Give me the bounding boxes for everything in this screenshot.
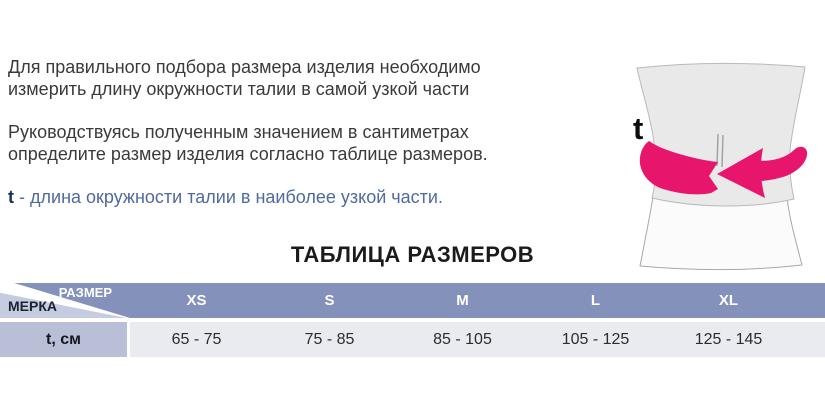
hips-shape <box>639 196 803 271</box>
value-s: 75 - 85 <box>263 322 396 357</box>
value-l: 105 - 125 <box>529 322 662 357</box>
cell-gap <box>127 322 130 357</box>
size-table-header-row: РАЗМЕР МЕРКА XS S M L XL <box>0 283 825 318</box>
legend-line: t - длина окружности талии в наиболее уз… <box>8 186 510 208</box>
column-header-l: L <box>529 283 662 318</box>
table-title: ТАБЛИЦА РАЗМЕРОВ <box>290 242 535 267</box>
arrow-left-icon <box>717 148 765 198</box>
figure-t-label: t <box>633 111 643 146</box>
value-xl: 125 - 145 <box>662 322 795 357</box>
corner-cell: РАЗМЕР МЕРКА <box>0 283 130 318</box>
column-header-m: M <box>396 283 529 318</box>
waist-measure-illustration: t <box>600 0 825 278</box>
intro-paragraph-1: Для правильного подбора размера изделия … <box>8 57 481 99</box>
column-header-xl: XL <box>662 283 795 318</box>
legend-text: - длина окружности талии в наиболее узко… <box>19 187 443 207</box>
row-filler <box>795 322 825 357</box>
waist-band-left <box>639 141 718 195</box>
legend-symbol: t <box>8 187 14 207</box>
value-m: 85 - 105 <box>396 322 529 357</box>
row-label-cell: t, см <box>0 322 127 357</box>
size-table-data-row: t, см 65 - 75 75 - 85 85 - 105 105 - 125… <box>0 322 825 357</box>
size-table: РАЗМЕР МЕРКА XS S M L XL t, см 65 - 75 7… <box>0 283 825 357</box>
column-header-xs: XS <box>130 283 263 318</box>
corner-label-measure: МЕРКА <box>8 298 57 314</box>
intro-text-block: Для правильного подбора размера изделия … <box>8 56 510 208</box>
value-xs: 65 - 75 <box>130 322 263 357</box>
corner-label-size: РАЗМЕР <box>58 285 112 300</box>
header-filler <box>795 283 825 318</box>
spine-lines <box>716 133 724 168</box>
column-header-s: S <box>263 283 396 318</box>
waist-band-right <box>750 146 808 182</box>
intro-paragraph-2: Руководствуясь полученным значением в са… <box>8 122 488 164</box>
